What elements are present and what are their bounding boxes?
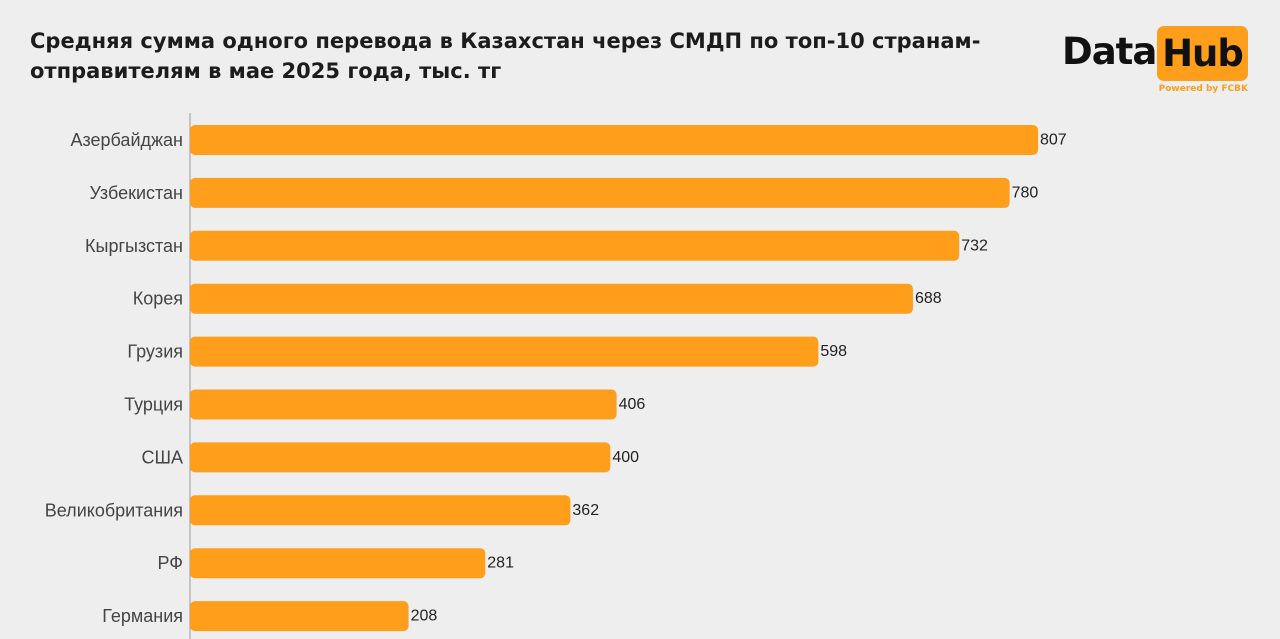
bar-6 [190,442,611,473]
category-label-1: Узбекистан [89,183,183,203]
value-label-6: 400 [612,449,639,466]
category-label-9: Германия [102,606,183,626]
value-label-9: 208 [411,608,438,625]
chart-title-line-1: Средняя сумма одного перевода в Казахста… [30,29,981,53]
logo-word-hub: Hub [1157,26,1248,81]
category-label-8: РФ [158,553,184,573]
logo-word-data: Data [1062,30,1157,73]
category-label-6: США [141,447,183,467]
value-label-1: 780 [1012,184,1039,201]
value-label-8: 281 [487,555,514,572]
value-label-4: 598 [820,343,847,360]
value-label-5: 406 [619,396,646,413]
bar-2 [190,230,960,261]
value-label-0: 807 [1040,132,1067,149]
chart-title: Средняя сумма одного перевода в Казахста… [30,26,990,86]
bar-5 [190,389,617,420]
category-label-4: Грузия [127,342,183,362]
bars-group: Азербайджан 807 Узбекистан 780 Кыргызстан 732… [45,125,1067,632]
category-label-5: Турция [124,395,183,415]
value-label-7: 362 [572,502,599,519]
bar-9 [190,601,409,632]
datahub-logo: Data Hub Powered by FCBK [1060,26,1250,98]
bar-0 [190,125,1038,155]
value-label-2: 732 [961,237,988,254]
value-label-3: 688 [915,290,942,307]
category-label-7: Великобритания [45,500,183,520]
bar-1 [190,177,1010,208]
logo-powered-by: Powered by FCBK [1158,84,1248,94]
bar-8 [190,548,486,579]
category-label-3: Корея [133,289,183,309]
bar-3 [190,283,913,314]
bar-7 [190,495,571,526]
category-label-0: Азербайджан [70,130,183,150]
chart-title-line-2: отправителям в мае 2025 года, тыс. тг [30,59,502,83]
category-label-2: Кыргызстан [85,236,183,256]
bar-4 [190,336,819,367]
